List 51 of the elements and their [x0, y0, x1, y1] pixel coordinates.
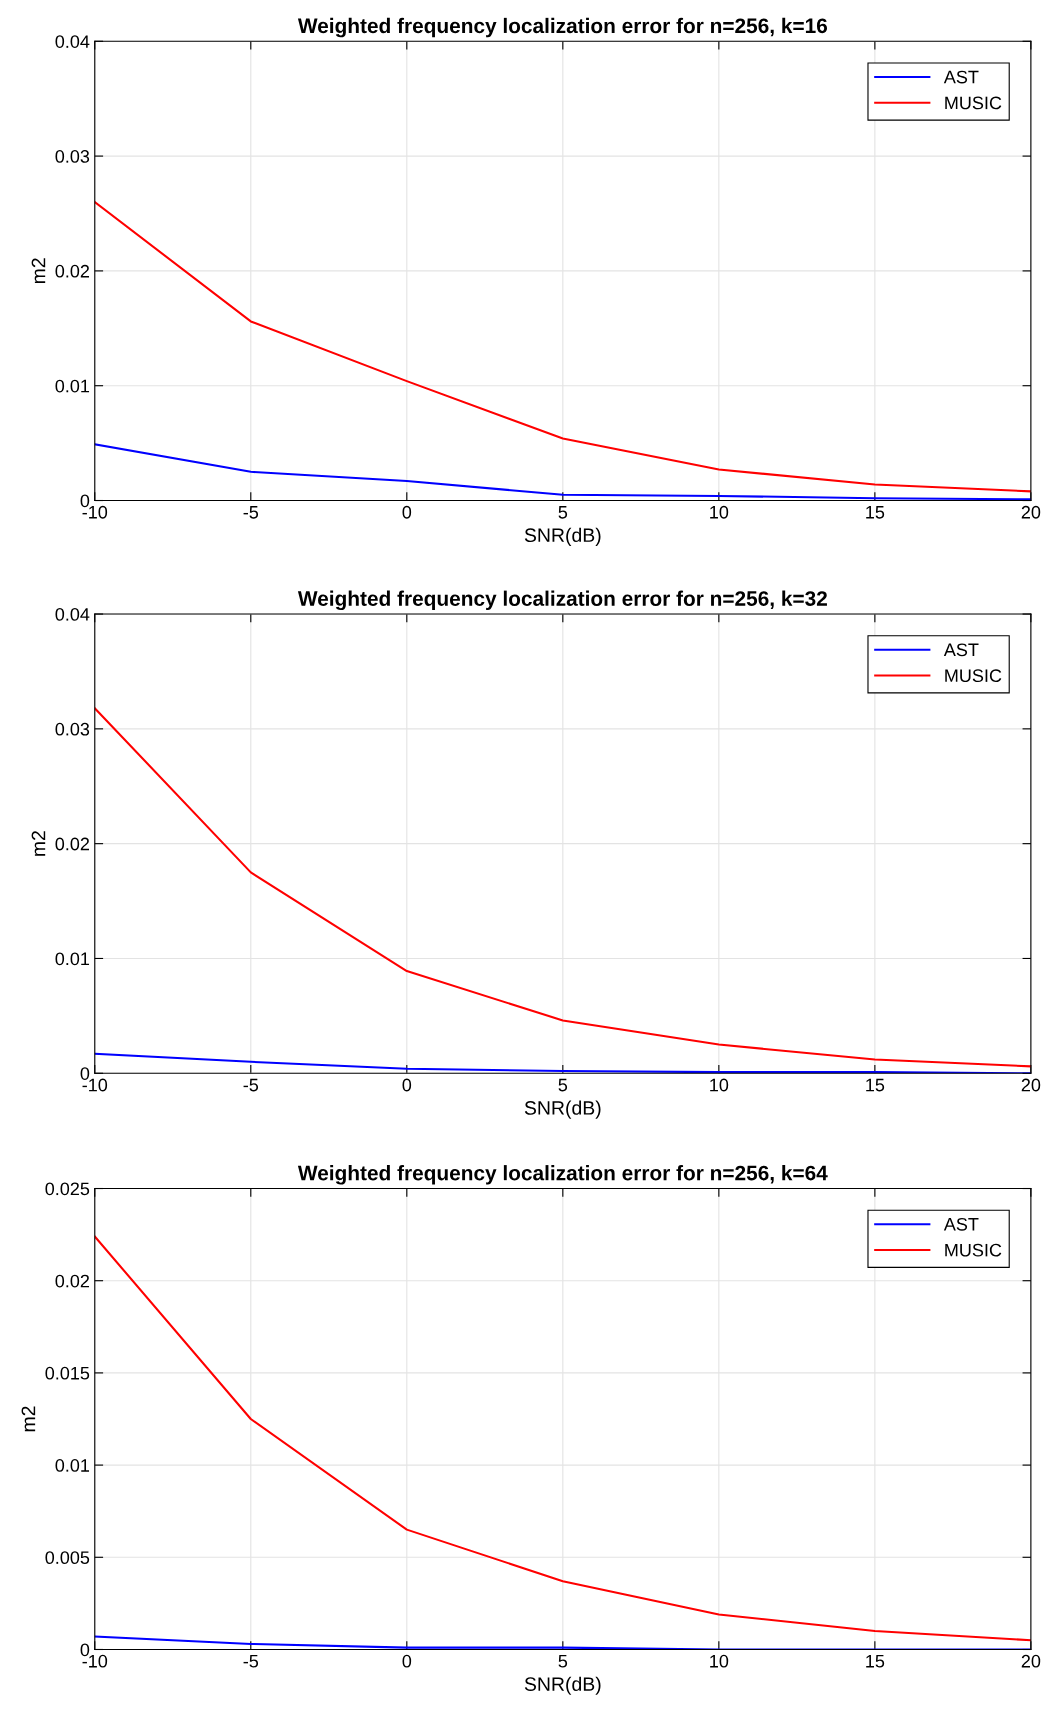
x-tick-label: 0	[402, 505, 412, 519]
x-tick-label: -5	[243, 1078, 259, 1092]
x-tick-label: -10	[82, 1078, 108, 1092]
x-tick-label: 10	[710, 1078, 729, 1092]
chart-title: Weighted frequency localization error for n=256, k=16	[297, 17, 828, 38]
y-axis-title: m2	[21, 1406, 36, 1432]
legend-label: MUSIC	[945, 1243, 1002, 1257]
x-tick-label: 10	[710, 505, 729, 519]
y-tick-label: 0.02	[55, 264, 90, 278]
x-tick-label: 10	[710, 1654, 729, 1668]
y-axis-title: m2	[31, 831, 46, 856]
legend-label: AST	[943, 643, 979, 657]
legend-label: AST	[943, 1217, 979, 1231]
y-tick-label: 0.03	[55, 722, 90, 736]
y-tick-label: 0.01	[55, 952, 90, 966]
x-tick-label: -5	[243, 506, 259, 519]
y-axis-title: m2	[31, 258, 46, 284]
x-tick-label: 5	[558, 1655, 568, 1668]
x-tick-label: 20	[1021, 505, 1041, 519]
x-tick-label: 15	[866, 506, 885, 519]
x-axis-title: SNR(dB)	[524, 527, 601, 546]
y-tick-label: 0.025	[45, 1182, 90, 1196]
legend-label: AST	[943, 70, 979, 84]
x-axis-title: SNR(dB)	[524, 1100, 601, 1119]
y-tick-label: 0.015	[45, 1366, 90, 1380]
y-tick-label: 0	[80, 1067, 90, 1080]
y-tick-label: 0.01	[55, 1459, 90, 1472]
x-axis-title: SNR(dB)	[524, 1676, 601, 1695]
x-tick-label: 15	[866, 1078, 885, 1092]
y-tick-label: 0.02	[55, 837, 90, 851]
y-tick-label: 0.005	[45, 1551, 90, 1565]
legend-label: MUSIC	[945, 669, 1002, 683]
x-tick-label: 20	[1021, 1078, 1041, 1092]
chart-title: Weighted frequency localization error for n=256, k=32	[297, 590, 827, 611]
x-tick-label: 15	[866, 1655, 885, 1668]
y-tick-label: 0.04	[55, 607, 90, 621]
y-tick-label: 0.04	[55, 35, 90, 48]
x-tick-label: 0	[402, 1654, 412, 1668]
x-tick-label: 5	[558, 506, 568, 519]
y-tick-label: 0.02	[55, 1274, 90, 1288]
legend-label: MUSIC	[945, 96, 1002, 110]
chart-title: Weighted frequency localization error for n=256, k=64	[297, 1165, 828, 1185]
line-series	[94, 707, 1031, 1068]
x-tick-label: 5	[558, 1078, 568, 1092]
line-series	[94, 1235, 1031, 1642]
y-tick-label: 0.03	[55, 150, 90, 163]
y-tick-label: 0.01	[55, 379, 90, 393]
x-tick-label: 20	[1021, 1654, 1041, 1668]
x-tick-label: -5	[243, 1655, 259, 1668]
line-series	[94, 200, 1031, 493]
x-tick-label: 0	[402, 1078, 412, 1092]
